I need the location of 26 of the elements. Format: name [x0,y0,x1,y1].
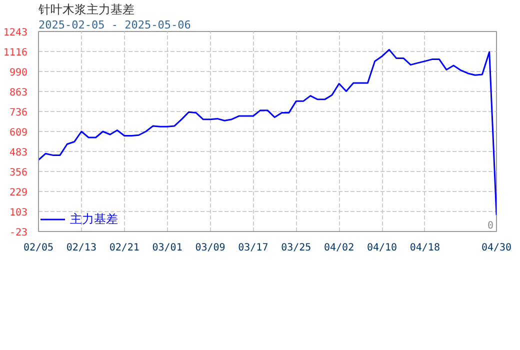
legend-label: 主力基差 [70,210,118,228]
y-tick-label: 103 [9,208,28,219]
y-tick-label: 356 [9,168,28,179]
y-tick-label: 483 [9,148,28,159]
y-tick-label: 609 [9,128,28,139]
x-tick-label: 03/25 [281,242,312,254]
y-tick-label: 1116 [3,48,28,59]
y-tick-label: 863 [9,88,28,99]
x-tick-label: 04/30 [481,242,512,254]
x-tick-label: 02/13 [66,242,96,254]
x-tick-label: 03/17 [238,242,268,254]
x-tick-label: 04/10 [366,242,398,254]
annotation: 0 [487,220,494,232]
y-tick-label: 736 [9,108,28,119]
y-tick-label: 990 [9,67,28,78]
chart-title: 针叶木浆主力基差 [38,2,134,16]
y-tick-label: 1243 [3,28,28,38]
x-tick-label: 04/02 [324,242,354,254]
chart-subtitle: 2025-02-05 - 2025-05-06 [38,18,191,32]
x-tick-label: 02/21 [109,242,140,254]
x-tick-label: 04/18 [410,242,440,254]
x-tick-label: 02/05 [23,242,54,254]
y-tick-label: -23 [9,228,28,238]
x-tick-label: 03/01 [152,242,182,254]
y-tick-label: 229 [9,188,28,199]
x-tick-label: 03/09 [195,242,226,254]
